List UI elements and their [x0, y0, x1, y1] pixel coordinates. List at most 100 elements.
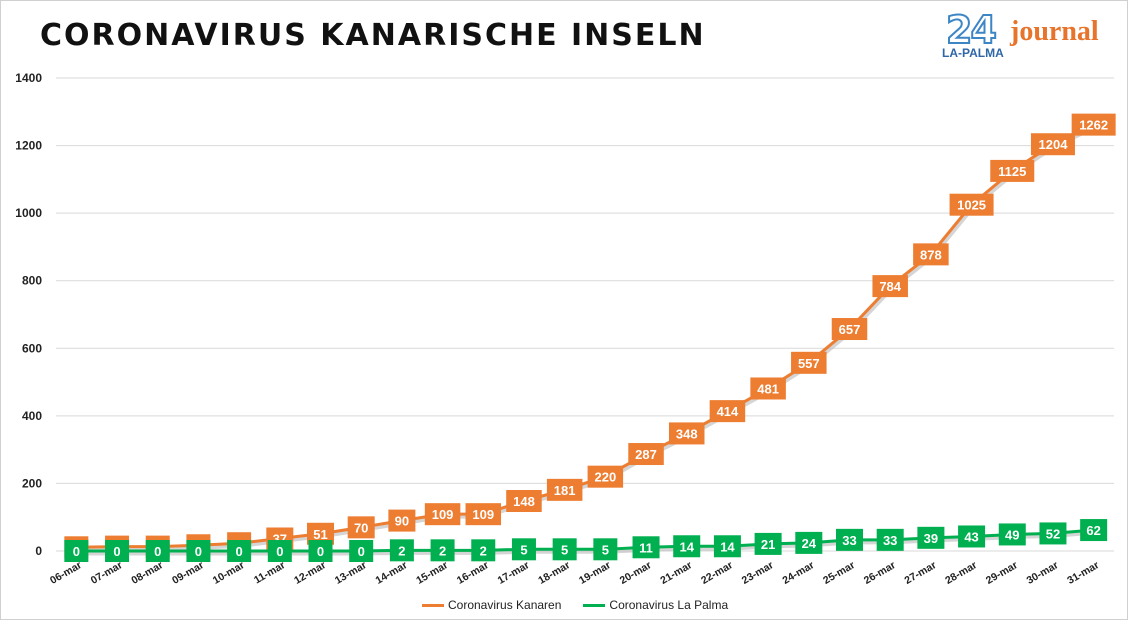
data-marker-lapalma [632, 536, 660, 559]
data-label-kanaren: 481 [757, 381, 779, 396]
data-label-kanaren: 109 [472, 507, 494, 522]
data-marker-lapalma [958, 525, 986, 548]
data-marker-kanaren [791, 351, 827, 374]
data-marker-lapalma [267, 540, 292, 562]
x-tick-label: 20-mar [618, 559, 654, 587]
data-marker-lapalma [552, 538, 577, 561]
publisher-logo: 24 LA-PALMA journal [942, 7, 1118, 64]
data-marker-kanaren [831, 318, 868, 341]
data-label-kanaren: 1125 [998, 164, 1026, 179]
data-label-lapalma: 5 [561, 542, 568, 557]
logo-subtitle: LA-PALMA [942, 46, 1004, 60]
data-marker-lapalma [795, 531, 823, 554]
data-marker-lapalma [105, 540, 130, 562]
chart-title: CORONAVIRUS KANARISCHE INSELN [40, 18, 706, 53]
x-tick-label: 06-mar [48, 559, 84, 587]
data-marker-kanaren [913, 243, 949, 266]
data-label-kanaren: 1262 [1079, 118, 1108, 133]
x-tick-label: 25-mar [821, 559, 857, 587]
data-marker-lapalma [593, 538, 618, 561]
data-marker-lapalma [754, 532, 782, 555]
data-label-kanaren: 287 [635, 447, 657, 462]
data-label-kanaren: 220 [594, 470, 616, 485]
data-marker-lapalma [227, 540, 252, 562]
data-marker-lapalma [186, 540, 211, 562]
x-tick-label: 19-mar [577, 559, 613, 587]
data-label-lapalma: 2 [398, 543, 405, 558]
data-marker-kanaren [587, 465, 624, 488]
x-tick-label: 23-mar [740, 559, 776, 587]
data-label-lapalma: 2 [480, 543, 487, 558]
data-marker-kanaren [668, 422, 705, 445]
legend-item-lapalma: Coronavirus La Palma [583, 598, 728, 612]
data-label-kanaren: 878 [920, 247, 942, 262]
legend-label-kanaren: Coronavirus Kanaren [448, 598, 562, 612]
data-marker-lapalma [430, 539, 455, 562]
data-marker-lapalma [998, 523, 1026, 546]
x-tick-label: 08-mar [129, 559, 165, 587]
data-label-lapalma: 14 [720, 539, 735, 554]
y-tick-label: 600 [22, 341, 42, 355]
x-tick-label: 21-mar [658, 559, 694, 587]
legend: Coronavirus Kanaren Coronavirus La Palma [422, 598, 728, 612]
data-label-kanaren: 51 [313, 527, 327, 542]
x-tick-label: 28-mar [943, 559, 979, 587]
x-tick-label: 22-mar [699, 559, 735, 587]
data-marker-kanaren [872, 275, 908, 298]
data-label-kanaren: 784 [879, 279, 901, 294]
data-label-kanaren: 414 [717, 404, 739, 419]
data-marker-lapalma [389, 539, 414, 562]
x-tick-label: 26-mar [862, 559, 898, 587]
data-marker-kanaren [709, 400, 746, 423]
data-label-lapalma: 0 [317, 544, 324, 559]
data-label-kanaren: 657 [839, 322, 861, 337]
x-tick-label: 30-mar [1025, 559, 1061, 587]
x-tick-label: 09-mar [170, 559, 206, 587]
x-tick-label: 16-mar [455, 559, 491, 587]
data-label-lapalma: 0 [276, 544, 283, 559]
data-label-kanaren: 70 [354, 520, 368, 535]
data-marker-kanaren [347, 516, 375, 539]
logo-number: 24 [945, 7, 998, 53]
x-tick-label: 07-mar [89, 559, 125, 587]
legend-item-kanaren: Coronavirus Kanaren [422, 598, 561, 612]
data-label-lapalma: 39 [924, 531, 938, 546]
data-marker-kanaren [546, 478, 583, 501]
data-label-lapalma: 49 [1005, 527, 1019, 542]
data-label-lapalma: 52 [1046, 526, 1060, 541]
data-marker-kanaren [990, 159, 1035, 182]
data-marker-kanaren [1071, 113, 1116, 136]
legend-swatch-lapalma [583, 603, 606, 607]
x-tick-label: 24-mar [780, 559, 816, 587]
data-marker-lapalma [145, 540, 170, 562]
x-tick-label: 12-mar [292, 559, 328, 587]
y-tick-label: 800 [22, 274, 42, 288]
legend-swatch-kanaren [422, 603, 444, 607]
data-label-kanaren: 1025 [957, 198, 986, 213]
series-line-shadow-kanaren [77, 125, 1097, 552]
data-marker-lapalma [471, 539, 496, 562]
data-label-lapalma: 0 [73, 544, 80, 559]
data-label-lapalma: 5 [602, 542, 609, 557]
x-tick-label: 27-mar [903, 559, 939, 587]
data-marker-kanaren [1030, 133, 1075, 156]
data-label-lapalma: 14 [679, 539, 694, 554]
data-label-lapalma: 43 [964, 529, 978, 544]
data-marker-lapalma [917, 526, 945, 549]
data-label-kanaren: 348 [676, 426, 698, 441]
data-marker-kanaren [424, 503, 461, 526]
x-tick-label: 14-mar [374, 559, 410, 587]
data-marker-lapalma [836, 528, 863, 551]
data-label-kanaren: 1204 [1039, 137, 1069, 152]
y-tick-label: 200 [22, 476, 42, 490]
data-label-lapalma: 0 [195, 544, 202, 559]
y-tick-label: 1400 [15, 71, 42, 85]
data-marker-lapalma [1039, 522, 1067, 545]
x-tick-label: 17-mar [496, 559, 532, 587]
y-tick-label: 1200 [15, 139, 42, 153]
data-marker-kanaren [388, 509, 416, 532]
x-tick-label: 31-mar [1065, 559, 1101, 587]
data-marker-lapalma [349, 540, 374, 562]
data-marker-lapalma [64, 540, 89, 562]
